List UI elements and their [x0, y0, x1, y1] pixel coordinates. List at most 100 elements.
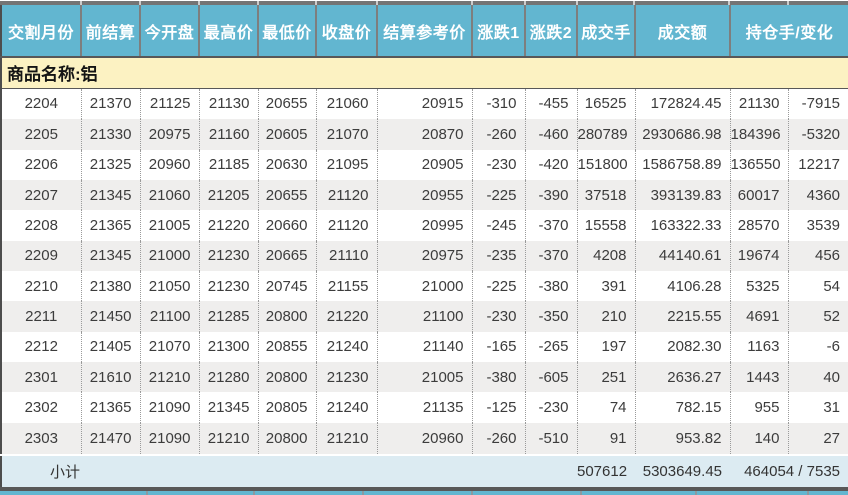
value-cell: 21210 — [140, 362, 200, 393]
value-cell: 2215.55 — [635, 301, 731, 332]
value-cell: 4208 — [577, 240, 636, 272]
column-header: 成交手 — [577, 5, 636, 58]
value-cell: 251 — [577, 362, 636, 393]
value-cell: -260 — [472, 119, 526, 150]
value-cell: 21120 — [316, 210, 378, 241]
value-cell: 12217 — [788, 149, 848, 180]
value-cell: 44140.61 — [635, 240, 731, 272]
column-separator-tick — [580, 491, 582, 495]
value-cell: 21220 — [316, 301, 378, 332]
value-cell: 21285 — [199, 301, 259, 332]
column-separator-tick — [728, 1, 730, 5]
subtotal-turnover: 5303649.45 — [635, 454, 730, 489]
value-cell: 955 — [730, 392, 789, 423]
value-cell: 21000 — [377, 271, 473, 302]
value-cell: 20805 — [258, 392, 317, 423]
value-cell: 21230 — [199, 240, 259, 272]
value-cell: 20905 — [377, 149, 473, 180]
value-cell: 20975 — [140, 119, 200, 150]
value-cell: 5325 — [730, 271, 789, 302]
value-cell: -310 — [472, 88, 526, 120]
column-header: 最高价 — [199, 5, 259, 58]
column-separator-tick — [787, 1, 789, 5]
value-cell: 20870 — [377, 119, 473, 150]
value-cell: 20915 — [377, 88, 473, 120]
table-row: 2303 21470 21090 21210 20800 21210 20960 -260 -5… — [1, 422, 848, 455]
header-row: 交割月份 前结算 今开盘 最高价 最低价 收盘价 结算参考价 涨跌1 涨跌2 成交手 成交额 持仓手/… — [1, 5, 848, 58]
column-separator-tick — [471, 1, 473, 5]
value-cell: 40 — [788, 362, 848, 393]
value-cell: 20800 — [258, 362, 317, 393]
month-cell: 2301 — [1, 362, 82, 393]
value-cell: 21130 — [199, 88, 259, 120]
value-cell: 15558 — [577, 210, 636, 241]
futures-quotes-table: 交割月份 前结算 今开盘 最高价 最低价 收盘价 结算参考价 涨跌1 涨跌2 成交手 成交额 持仓手/… — [0, 5, 848, 489]
value-cell: 20975 — [377, 240, 473, 272]
subtotal-volume: 507612 — [577, 454, 635, 489]
column-separator-tick — [253, 491, 255, 495]
value-cell: 21330 — [81, 119, 141, 150]
column-separator-tick — [146, 491, 148, 495]
top-border-strip — [0, 0, 848, 5]
column-header: 持仓手/变化 — [730, 5, 848, 58]
column-separator-tick — [198, 1, 200, 5]
table-row: 2208 21365 21005 21220 20660 21120 20995 -245 -3… — [1, 210, 848, 241]
month-cell: 2302 — [1, 392, 82, 423]
value-cell: -455 — [525, 88, 578, 120]
value-cell: 20655 — [258, 88, 317, 120]
column-separator-tick — [139, 1, 141, 5]
value-cell: -420 — [525, 149, 578, 180]
value-cell: 21120 — [316, 179, 378, 211]
value-cell: 21100 — [377, 301, 473, 332]
value-cell: 20995 — [377, 210, 473, 241]
value-cell: 953.82 — [635, 422, 731, 455]
value-cell: 1443 — [730, 362, 789, 393]
value-cell: 20800 — [258, 301, 317, 332]
column-separator-tick — [315, 1, 317, 5]
column-separator-tick — [257, 1, 259, 5]
value-cell: 28570 — [730, 210, 789, 241]
value-cell: 21365 — [81, 392, 141, 423]
column-header: 涨跌1 — [472, 5, 526, 58]
month-cell: 2209 — [1, 240, 82, 272]
month-cell: 2205 — [1, 119, 82, 150]
value-cell: -350 — [525, 301, 578, 332]
value-cell: -230 — [525, 392, 578, 423]
value-cell: 21345 — [199, 392, 259, 423]
value-cell: 21070 — [140, 331, 200, 363]
value-cell: -165 — [472, 331, 526, 363]
next-section-header-strip — [0, 489, 848, 495]
value-cell: 20960 — [140, 149, 200, 180]
value-cell: 21240 — [316, 392, 378, 423]
column-separator-tick — [80, 1, 82, 5]
value-cell: 20955 — [377, 179, 473, 211]
column-header: 成交额 — [635, 5, 731, 58]
value-cell: 20660 — [258, 210, 317, 241]
value-cell: -225 — [472, 271, 526, 302]
commodity-name-row: 商品名称:铝 — [1, 57, 848, 89]
value-cell: 2082.30 — [635, 331, 731, 363]
table-row: 2302 21365 21090 21345 20805 21240 21135 -125 -2… — [1, 392, 848, 423]
value-cell: 21140 — [377, 331, 473, 363]
column-header: 结算参考价 — [377, 5, 473, 58]
value-cell: 21470 — [81, 422, 141, 455]
value-cell: 151800 — [577, 149, 636, 180]
value-cell: 91 — [577, 422, 636, 455]
value-cell: 52 — [788, 301, 848, 332]
value-cell: 19674 — [730, 240, 789, 272]
value-cell: 21095 — [316, 149, 378, 180]
value-cell: 21125 — [140, 88, 200, 120]
value-cell: -260 — [472, 422, 526, 455]
table-row: 2212 21405 21070 21300 20855 21240 21140 -165 -2… — [1, 331, 848, 363]
value-cell: 21205 — [199, 179, 259, 211]
month-cell: 2204 — [1, 88, 82, 120]
month-cell: 2211 — [1, 301, 82, 332]
value-cell: 21405 — [81, 331, 141, 363]
value-cell: -370 — [525, 240, 578, 272]
subtotal-open-interest: 464054 / 7535 — [730, 454, 848, 489]
value-cell: 21230 — [199, 271, 259, 302]
value-cell: 60017 — [730, 179, 789, 211]
value-cell: 21345 — [81, 240, 141, 272]
value-cell: 21090 — [140, 392, 200, 423]
value-cell: 280789 — [577, 119, 636, 150]
